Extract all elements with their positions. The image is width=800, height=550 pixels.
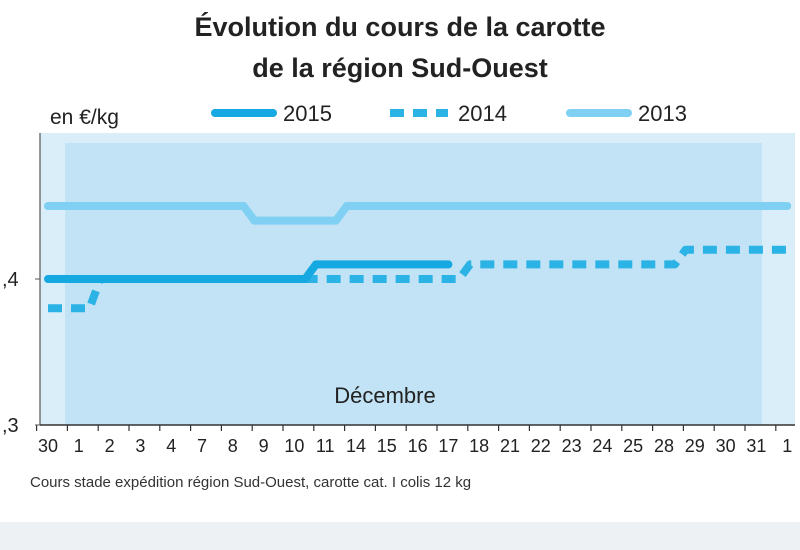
x-tick-label: 16 <box>408 436 428 456</box>
x-tick-label: 7 <box>197 436 207 456</box>
legend-label-2013: 2013 <box>638 101 687 126</box>
x-tick-label: 31 <box>746 436 766 456</box>
month-annotation: Décembre <box>334 383 435 408</box>
x-tick-label: 18 <box>469 436 489 456</box>
december-band <box>65 143 762 425</box>
x-tick-label: 30 <box>716 436 736 456</box>
x-tick-label: 25 <box>623 436 643 456</box>
x-tick-label: 9 <box>259 436 269 456</box>
bottom-bar <box>0 522 800 550</box>
series-line-2013 <box>44 202 792 225</box>
x-tick-label: 1 <box>74 436 84 456</box>
x-tick-label: 24 <box>592 436 612 456</box>
x-tick-label: 4 <box>166 436 176 456</box>
series-line-2015 <box>44 260 453 283</box>
x-tick-label: 29 <box>685 436 705 456</box>
x-tick-label: 8 <box>228 436 238 456</box>
legend-label-2015: 2015 <box>283 101 332 126</box>
chart-title: Évolution du cours de la carotte <box>194 12 606 42</box>
x-tick-label: 2 <box>105 436 115 456</box>
y-tick-label: ,3 <box>2 415 19 437</box>
x-tick-label: 1 <box>782 436 792 456</box>
x-tick-label: 28 <box>654 436 674 456</box>
chart-subtitle: de la région Sud-Ouest <box>252 53 548 83</box>
x-tick-label: 17 <box>438 436 458 456</box>
footnote: Cours stade expédition région Sud-Ouest,… <box>30 474 471 491</box>
x-tick-label: 14 <box>346 436 366 456</box>
x-tick-label: 30 <box>38 436 58 456</box>
legend-label-2014: 2014 <box>458 101 507 126</box>
y-axis-label: en €/kg <box>50 106 119 129</box>
x-tick-label: 21 <box>500 436 520 456</box>
x-tick-label: 23 <box>562 436 582 456</box>
x-tick-label: 11 <box>316 436 335 456</box>
x-tick-label: 22 <box>531 436 551 456</box>
series-line-2014 <box>48 245 788 313</box>
x-tick-label: 15 <box>377 436 397 456</box>
x-tick-label: 10 <box>284 436 304 456</box>
y-tick-label: ,4 <box>2 269 19 291</box>
x-tick-label: 3 <box>135 436 145 456</box>
